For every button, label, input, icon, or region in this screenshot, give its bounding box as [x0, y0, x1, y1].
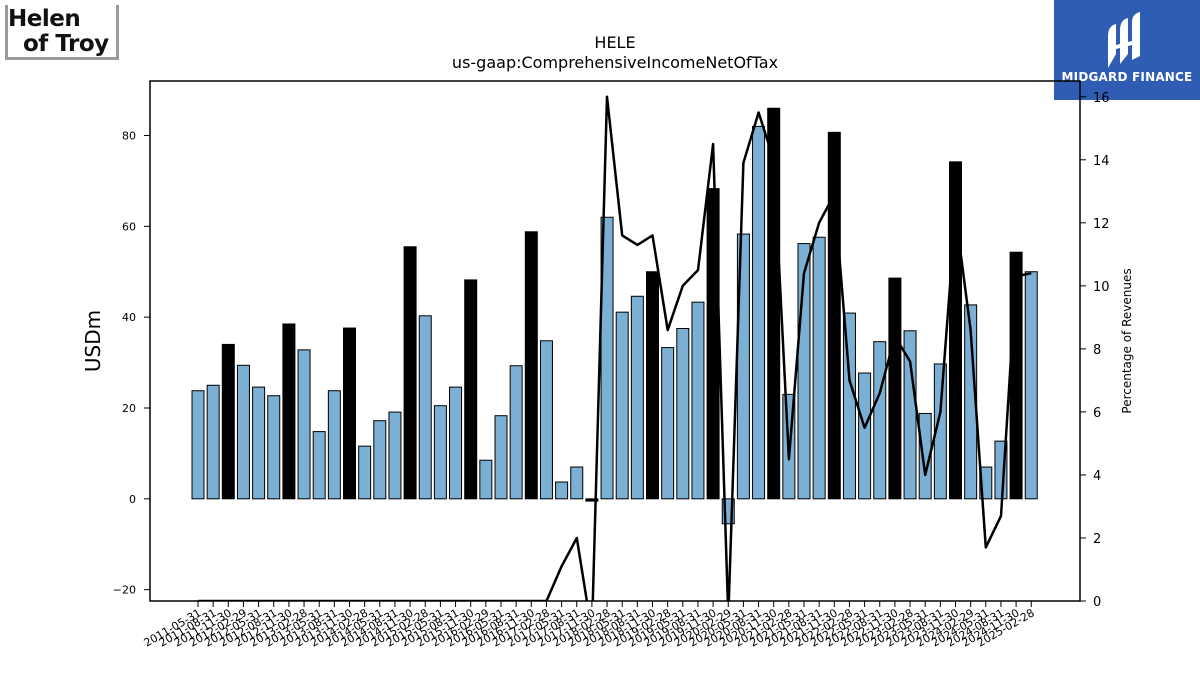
bar — [403, 246, 417, 500]
bar — [494, 415, 508, 500]
midgard-emblem-icon — [1108, 12, 1140, 68]
bar — [191, 390, 205, 500]
bar — [812, 236, 826, 500]
bar — [509, 365, 523, 500]
bar — [555, 481, 569, 500]
logo-text-line1: Helen — [8, 6, 81, 32]
bar — [343, 327, 356, 500]
bar — [873, 341, 887, 500]
y-axis-label: USDm — [81, 310, 105, 372]
y2-tick-label: 12 — [1093, 217, 1110, 232]
bar — [646, 271, 659, 500]
y2-tick-label: 10 — [1093, 280, 1110, 295]
y2-tick-label: 0 — [1093, 595, 1101, 610]
bar — [1024, 271, 1038, 500]
bar — [449, 386, 463, 500]
bar — [691, 301, 705, 500]
bar — [933, 363, 947, 500]
bar — [206, 384, 220, 500]
y-tick-label: 80 — [122, 129, 136, 142]
y2-tick-label: 6 — [1093, 406, 1101, 421]
bar — [464, 279, 478, 500]
bar — [297, 349, 311, 500]
chart-title: HELE — [594, 33, 635, 52]
bar — [479, 459, 493, 500]
bar — [358, 445, 372, 500]
brand-name: MIDGARD FINANCE — [1061, 70, 1193, 84]
bar — [661, 347, 675, 500]
y-tick-label: 60 — [122, 220, 136, 233]
bar — [373, 420, 387, 500]
bar — [676, 328, 690, 500]
bar — [570, 466, 584, 500]
bar — [524, 231, 538, 500]
pct-of-revenues-line — [198, 95, 1032, 601]
bar — [388, 411, 402, 500]
bar — [267, 395, 281, 500]
y2-tick-label: 16 — [1093, 91, 1110, 106]
midgard-finance-logo: MIDGARD FINANCE — [1054, 0, 1200, 100]
y2-tick-label: 4 — [1093, 469, 1101, 484]
y2-tick-label: 2 — [1093, 532, 1101, 547]
y2-axis-label: Percentage of Revenues — [1120, 268, 1134, 413]
bar — [418, 315, 432, 500]
bar — [888, 277, 902, 500]
bar — [752, 125, 766, 500]
bar — [312, 431, 326, 500]
bar — [221, 343, 235, 500]
bar — [842, 312, 856, 500]
chart-subtitle: us-gaap:ComprehensiveIncomeNetOfTax — [452, 53, 778, 72]
helen-of-troy-logo: Helen of Troy — [5, 5, 119, 60]
logo-text-line2: of Troy — [23, 31, 109, 57]
y-tick-label: −20 — [113, 584, 136, 597]
bar — [282, 323, 296, 500]
bar — [433, 405, 447, 500]
bar — [585, 498, 599, 502]
y-tick-label: 0 — [129, 493, 136, 506]
plot-area: −2002040608002468101214162011-05-312011-… — [113, 91, 1110, 650]
bar — [600, 216, 614, 500]
bar — [858, 372, 872, 500]
bar — [827, 131, 841, 500]
bar — [252, 386, 266, 500]
y2-tick-label: 8 — [1093, 343, 1101, 358]
bar — [539, 340, 553, 500]
plot-frame — [149, 80, 1081, 602]
y2-tick-label: 14 — [1093, 154, 1110, 169]
bar — [327, 390, 341, 500]
y-tick-label: 40 — [122, 311, 136, 324]
bar — [630, 295, 644, 500]
bar — [615, 311, 629, 500]
bar — [918, 412, 932, 500]
bar — [236, 364, 250, 500]
y-tick-label: 20 — [122, 402, 136, 415]
bar — [706, 188, 720, 500]
